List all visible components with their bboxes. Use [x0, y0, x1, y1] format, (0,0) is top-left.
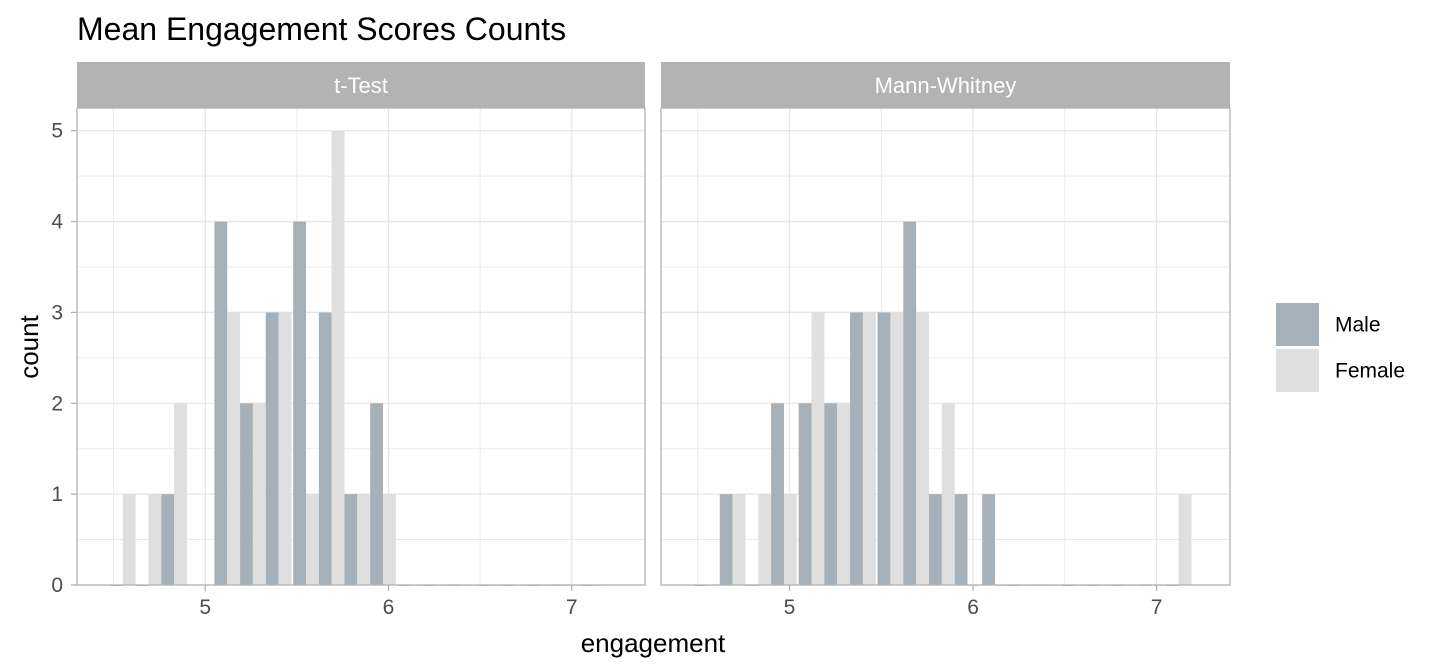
facet-panel: t-Test 5 6 7 0 1 2 3 4 5	[51, 62, 646, 619]
legend-label-male: Male	[1335, 314, 1381, 337]
bar-male	[824, 403, 838, 585]
bar-male	[318, 312, 332, 585]
facet-strip-label: t-Test	[334, 73, 388, 98]
y-tick-label: 2	[51, 392, 63, 415]
bar-male	[928, 494, 942, 585]
x-tick-label: 5	[784, 596, 796, 619]
bar-female	[758, 494, 772, 585]
bar-female	[252, 403, 266, 585]
bar-female	[890, 312, 904, 585]
y-tick-label: 0	[51, 574, 63, 597]
legend-label-female: Female	[1335, 360, 1405, 383]
bar-female	[122, 494, 136, 585]
x-tick-label: 7	[566, 596, 578, 619]
x-tick-label: 5	[199, 596, 211, 619]
bar-female	[916, 312, 929, 585]
bars	[694, 221, 1192, 586]
legend-key-male	[1276, 303, 1319, 346]
bar-male	[954, 494, 968, 585]
y-tick-label: 5	[51, 120, 63, 143]
bar-female	[357, 494, 371, 585]
panels-group: t-Test 5 6 7 0 1 2 3 4 5 Mann-Whitney 5 6 7	[51, 62, 1231, 619]
bar-male	[982, 494, 996, 585]
bar-female	[331, 130, 345, 585]
bar-male	[877, 312, 891, 585]
facet-strip-label: Mann-Whitney	[875, 73, 1017, 98]
bar-female	[306, 494, 319, 585]
bar-female	[862, 312, 876, 585]
bar-male	[719, 494, 733, 585]
bar-male	[370, 403, 383, 585]
bar-female	[941, 403, 955, 585]
bar-male	[265, 312, 279, 585]
x-tick-label: 6	[383, 596, 395, 619]
y-axis-title: count	[14, 314, 44, 378]
bar-female	[227, 312, 241, 585]
y-tick-label: 3	[51, 301, 63, 324]
bar-female	[783, 494, 797, 585]
bar-male	[903, 221, 917, 586]
legend-key-female	[1276, 349, 1319, 392]
bar-female	[174, 403, 187, 585]
x-tick-label: 7	[1151, 596, 1163, 619]
bar-female	[811, 312, 825, 585]
bar-male	[798, 403, 812, 585]
bar-female	[732, 494, 746, 585]
facet-strip	[661, 62, 1230, 108]
bar-female	[837, 403, 851, 585]
bar-female	[382, 494, 396, 585]
x-axis-title: engagement	[581, 628, 726, 658]
bar-male	[850, 312, 863, 585]
bar-female	[1178, 494, 1192, 585]
bar-male	[214, 221, 228, 586]
y-tick-label: 1	[51, 483, 63, 506]
bar-male	[240, 403, 253, 585]
chart-title: Mean Engagement Scores Counts	[77, 11, 566, 47]
facet-strip	[77, 62, 645, 108]
x-tick-label: 6	[967, 596, 979, 619]
bar-male	[771, 403, 784, 585]
facet-panel: Mann-Whitney 5 6 7	[660, 62, 1231, 619]
legend: Male Female	[1276, 303, 1405, 392]
bar-male	[161, 494, 175, 585]
bar-female	[278, 312, 292, 585]
y-tick-label: 4	[51, 211, 63, 234]
bar-female	[148, 494, 162, 585]
bar-male	[293, 221, 307, 586]
bars	[109, 130, 607, 586]
bar-male	[344, 494, 358, 585]
